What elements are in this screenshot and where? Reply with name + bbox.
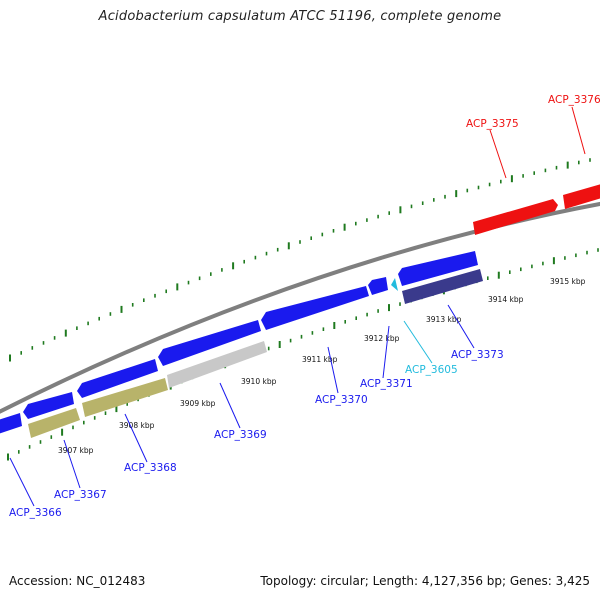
- gene-bar-acp-3368[interactable]: [82, 378, 168, 417]
- gene-arrow-acp-3366[interactable]: [0, 413, 22, 435]
- gene-label[interactable]: ACP_3605: [405, 364, 458, 376]
- kbp-label: 3907 kbp: [58, 446, 94, 455]
- gene-arrow-acp-3605[interactable]: [391, 278, 398, 291]
- kbp-label: 3911 kbp: [302, 355, 338, 364]
- gene-label[interactable]: ACP_3370: [315, 394, 368, 406]
- gene-label[interactable]: ACP_3376: [548, 94, 600, 106]
- gene-arrow-acp-3375[interactable]: [473, 199, 558, 235]
- gene-bar-acp-3367[interactable]: [28, 408, 80, 438]
- gene-arrow-acp-3370-a[interactable]: [261, 286, 369, 330]
- reverse-strand-genes: [0, 251, 483, 438]
- gene-arrow-acp-3368-a[interactable]: [77, 359, 158, 398]
- gene-bar-acp-3373[interactable]: [402, 269, 483, 304]
- gene-labels: ACP_3366 ACP_3367 ACP_3368 ACP_3369 ACP_…: [9, 94, 600, 519]
- gene-arrow-acp-3367-a[interactable]: [23, 392, 74, 419]
- gene-label[interactable]: ACP_3375: [466, 118, 519, 130]
- gene-label-leaders: [9, 106, 586, 507]
- topology-text: Topology: circular; Length: 4,127,356 bp…: [260, 574, 590, 588]
- gene-arrow-acp-3376[interactable]: [563, 183, 600, 209]
- gene-arrow-acp-3371-a[interactable]: [368, 277, 388, 295]
- gene-label[interactable]: ACP_3366: [9, 507, 62, 519]
- gene-label[interactable]: ACP_3368: [124, 462, 177, 474]
- gene-arrow-acp-3369-a[interactable]: [158, 320, 261, 366]
- forward-strand-genes: [473, 183, 600, 235]
- kbp-label: 3910 kbp: [241, 377, 277, 386]
- gene-bar-acp-3369[interactable]: [167, 341, 267, 388]
- kbp-label: 3913 kbp: [426, 315, 462, 324]
- kbp-label: 3915 kbp: [550, 277, 586, 286]
- kbp-label: 3908 kbp: [119, 421, 155, 430]
- kbp-label: 3909 kbp: [180, 399, 216, 408]
- kbp-scale-labels: 3907 kbp 3908 kbp 3909 kbp 3910 kbp 3911 kbp…: [58, 277, 586, 455]
- gene-arrow-acp-3373-a[interactable]: [398, 251, 478, 286]
- kbp-label: 3912 kbp: [364, 334, 400, 343]
- gene-label[interactable]: ACP_3373: [451, 349, 504, 361]
- gene-label[interactable]: ACP_3367: [54, 489, 107, 501]
- accession-text: Accession: NC_012483: [9, 574, 146, 588]
- gene-label[interactable]: ACP_3369: [214, 429, 267, 441]
- outer-tick-track: [9, 158, 591, 362]
- map-title: Acidobacterium capsulatum ATCC 51196, co…: [98, 9, 502, 24]
- kbp-label: 3914 kbp: [488, 295, 524, 304]
- gene-label[interactable]: ACP_3371: [360, 378, 413, 390]
